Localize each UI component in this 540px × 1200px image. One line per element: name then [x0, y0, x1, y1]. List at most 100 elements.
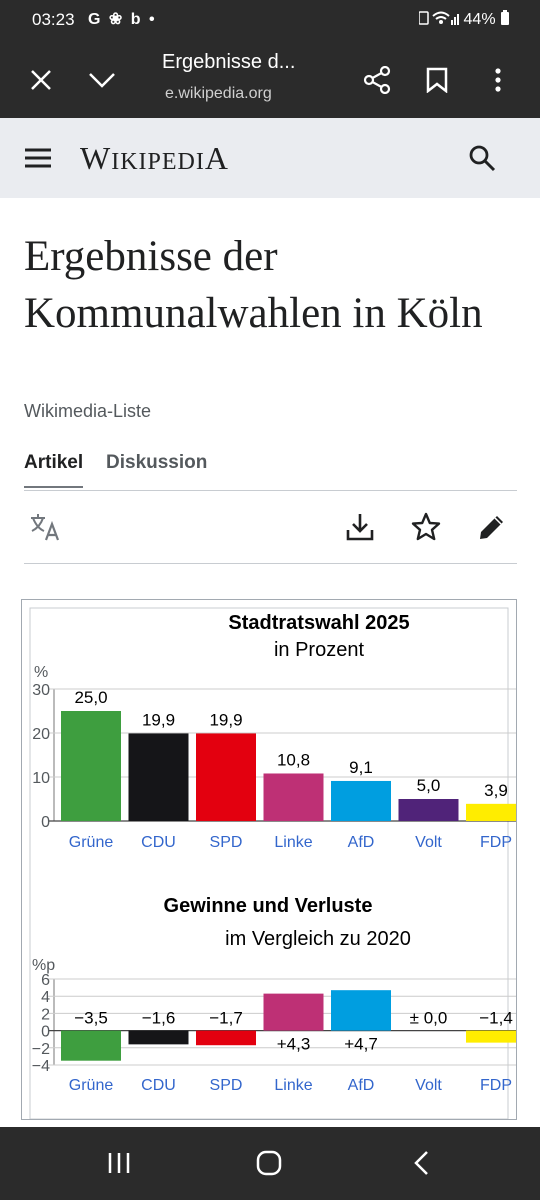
chart2-value-label: −1,6: [142, 1009, 176, 1028]
page-title: Ergebnisse der Kommunalwahlen in Köln: [24, 233, 483, 337]
chart1-tick-label: 10: [32, 770, 50, 787]
chart2-bar-3: [263, 993, 324, 1031]
chart1-bar-3: [263, 773, 324, 821]
bookmark-icon: [426, 67, 448, 93]
wiki-header: WIKIPEDIA: [0, 118, 540, 198]
download-button[interactable]: [342, 509, 378, 545]
chart2-value-label: +4,3: [277, 1035, 311, 1054]
chart2-bar-4: [331, 990, 391, 1031]
chart1-category-2[interactable]: SPD: [210, 834, 243, 851]
chart2-category-1[interactable]: CDU: [141, 1077, 176, 1094]
chart1-tick-label: 30: [32, 682, 50, 699]
search-icon: [469, 145, 496, 172]
chart2-bar-0: [61, 1030, 121, 1061]
chart1-category-3[interactable]: Linke: [274, 834, 312, 851]
chart1-ylabel: %: [34, 664, 48, 681]
chart1-category-5[interactable]: Volt: [415, 834, 442, 851]
more-icon: [495, 68, 501, 92]
chart2-tick-label: 2: [41, 1006, 50, 1023]
battery-level: 44%: [463, 11, 496, 28]
chart2-subtitle: im Vergleich zu 2020: [225, 928, 411, 950]
page-actions: [24, 491, 517, 564]
star-icon: [411, 512, 441, 541]
chart2-category-2[interactable]: SPD: [210, 1077, 243, 1094]
status-time: 03:23: [32, 10, 75, 29]
recents-button[interactable]: [94, 1141, 144, 1185]
back-icon: [414, 1151, 428, 1175]
battery-icon: [501, 10, 509, 25]
share-button[interactable]: [357, 60, 397, 100]
chart1-value-label: 10,8: [277, 750, 310, 769]
chart2-tick-label: −4: [32, 1058, 50, 1075]
election-chart: Stadtratswahl 2025 in Prozent % 0 10 20 30 …: [21, 599, 517, 1120]
menu-icon: [25, 148, 51, 168]
chart2-category-6[interactable]: FDP: [480, 1077, 512, 1094]
chart1-subtitle: in Prozent: [274, 639, 364, 661]
chart2-tick-label: 0: [41, 1024, 50, 1041]
more-button[interactable]: [478, 60, 518, 100]
chart1-bar-1: [128, 733, 189, 821]
chart2-tick-label: 6: [41, 972, 50, 989]
watch-button[interactable]: [408, 509, 444, 545]
back-button[interactable]: [396, 1141, 446, 1185]
home-icon: [256, 1150, 282, 1176]
chart1-bar-0: [61, 711, 121, 821]
page-subtitle: Wikimedia-Liste: [24, 401, 152, 421]
notification-icons: G ❀ b •: [88, 11, 157, 28]
chart2-value-label: −1,7: [209, 1009, 243, 1028]
tab-article[interactable]: Artikel: [24, 452, 84, 488]
chart2-bar-2: [196, 1030, 256, 1046]
chart2-category-0[interactable]: Grüne: [69, 1077, 114, 1094]
wifi-icon: [418, 11, 460, 25]
chart2-tick-label: −2: [32, 1041, 50, 1058]
namespace-tabs: Artikel Diskussion: [24, 444, 517, 491]
browser-toolbar: Ergebnisse d... e.wikipedia.org: [0, 40, 540, 118]
chart1-category-4[interactable]: AfD: [348, 834, 375, 851]
chart1-category-1[interactable]: CDU: [141, 834, 176, 851]
close-button[interactable]: [21, 60, 61, 100]
chart1-value-label: 9,1: [349, 758, 373, 777]
chart2-value-label: ± 0,0: [410, 1009, 448, 1028]
edit-button[interactable]: [474, 509, 510, 545]
chart2-value-label: −3,5: [74, 1009, 108, 1028]
chart1-tick-label: 0: [41, 814, 50, 831]
language-button[interactable]: [28, 509, 64, 545]
chart2-category-3[interactable]: Linke: [274, 1077, 312, 1094]
browser-page-title: Ergebnisse d...: [162, 51, 296, 73]
edit-icon: [480, 516, 503, 539]
chart1-title: Stadtratswahl 2025: [228, 612, 409, 634]
chart2-title: Gewinne und Verluste: [164, 895, 373, 917]
browser-url: e.wikipedia.org: [165, 85, 272, 102]
status-right: 44%: [418, 10, 510, 29]
tab-discussion[interactable]: Diskussion: [106, 452, 208, 473]
download-icon: [346, 514, 374, 541]
chart1-category-0[interactable]: Grüne: [69, 834, 114, 851]
bookmark-button[interactable]: [417, 60, 457, 100]
chevron-down-icon: [89, 73, 115, 88]
chart1-bar-4: [331, 780, 391, 821]
main-menu-button[interactable]: [18, 138, 58, 178]
chart1-tick-label: 20: [32, 726, 50, 743]
chart2-bar-1: [128, 1030, 189, 1045]
system-nav-bar: [0, 1127, 540, 1200]
chart2-category-5[interactable]: Volt: [415, 1077, 442, 1094]
chart1-value-label: 5,0: [417, 776, 441, 795]
chart2-value-label: +4,7: [344, 1035, 378, 1054]
wikipedia-wordmark[interactable]: WIKIPEDIA: [80, 140, 229, 176]
chart2-tick-label: 4: [41, 989, 50, 1006]
chart-svg: Stadtratswahl 2025 in Prozent % 0102030 …: [29, 607, 516, 1119]
recents-icon: [108, 1153, 130, 1173]
chart1-bar-2: [196, 733, 256, 821]
chart1-bar-5: [398, 799, 459, 821]
search-button[interactable]: [462, 138, 502, 178]
home-button[interactable]: [244, 1141, 294, 1185]
chart2-category-4[interactable]: AfD: [348, 1077, 375, 1094]
status-bar: 03:23 G ❀ b • 44%: [0, 0, 540, 40]
chart1-value-label: 19,9: [142, 710, 175, 729]
chart2-value-label: −1,4: [479, 1009, 513, 1028]
chart2-bar-6: [466, 1030, 516, 1043]
collapse-button[interactable]: [82, 60, 122, 100]
chart1-bar-6: [466, 803, 516, 821]
chart1-category-6[interactable]: FDP: [480, 834, 512, 851]
chart1-value-label: 3,9: [484, 781, 508, 800]
